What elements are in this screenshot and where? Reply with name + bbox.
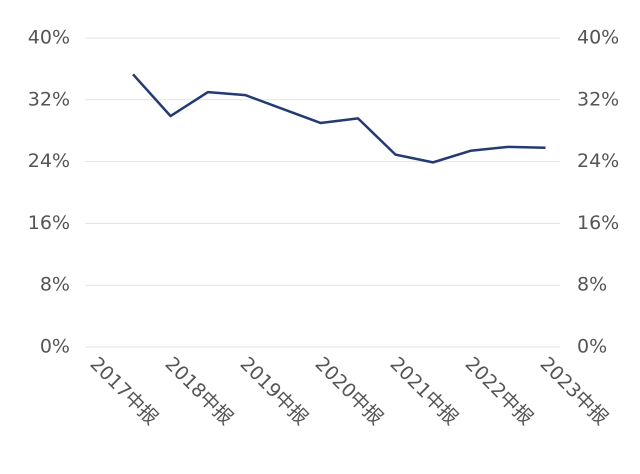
y2-tick-label: 0% bbox=[577, 336, 607, 358]
y-tick-label: 40% bbox=[28, 27, 70, 49]
y2-tick-label: 32% bbox=[577, 88, 619, 110]
y-tick-label: 24% bbox=[28, 150, 70, 172]
y2-tick-label: 40% bbox=[577, 27, 619, 49]
y2-tick-label: 8% bbox=[577, 274, 607, 296]
y-tick-label: 32% bbox=[28, 88, 70, 110]
x-tick-label: 2018中报 bbox=[161, 353, 238, 430]
y-tick-label: 8% bbox=[40, 274, 70, 296]
x-tick-label: 2022中报 bbox=[461, 353, 538, 430]
x-tick-label: 2017中报 bbox=[86, 353, 163, 430]
x-tick-label: 2020中报 bbox=[311, 353, 388, 430]
y2-tick-label: 24% bbox=[577, 150, 619, 172]
y2-tick-label: 16% bbox=[577, 212, 619, 234]
x-tick-label: 2019中报 bbox=[236, 353, 313, 430]
x-tick-label: 2021中报 bbox=[386, 353, 463, 430]
x-tick-label: 2023中报 bbox=[536, 353, 613, 430]
line-series bbox=[132, 73, 546, 164]
y-tick-label: 0% bbox=[40, 336, 70, 358]
y-tick-label: 16% bbox=[28, 212, 70, 234]
